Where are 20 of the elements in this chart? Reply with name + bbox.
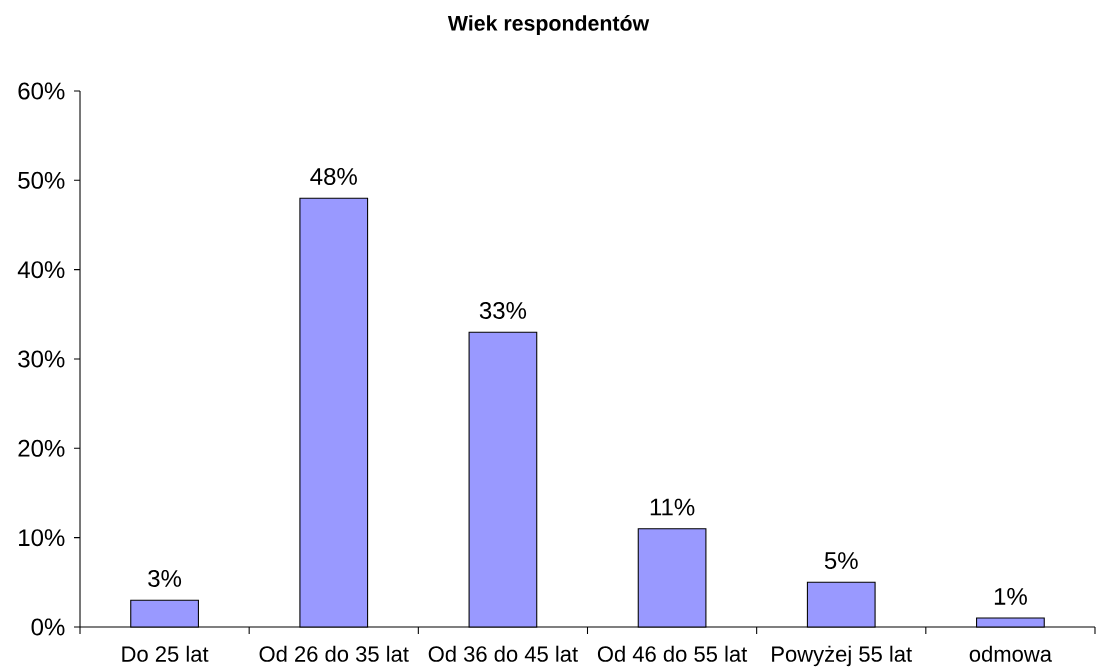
data-label: 3% xyxy=(148,569,182,587)
x-tick-label: Od 36 do 45 lat xyxy=(428,645,578,662)
y-tick-label: 20% xyxy=(18,439,65,457)
x-tick-label: Od 26 do 35 lat xyxy=(259,645,409,662)
y-tick-label: 30% xyxy=(18,350,65,368)
x-tick-label: Do 25 lat xyxy=(122,645,209,662)
data-label: 1% xyxy=(994,587,1027,605)
y-tick-label: 40% xyxy=(17,261,65,279)
y-tick-label: 10% xyxy=(19,529,65,547)
x-tick-label: Od 46 do 55 lat xyxy=(597,645,748,662)
data-label: 5% xyxy=(824,552,858,570)
chart-title: Wiek respondentów xyxy=(447,14,650,36)
data-label: 33% xyxy=(479,301,527,319)
y-tick-label: 50% xyxy=(18,171,65,189)
y-tick-label: 60% xyxy=(18,82,65,100)
x-tick-label: odmowa xyxy=(969,645,1052,662)
x-tick-label: Powyżej 55 lat xyxy=(772,645,912,667)
data-label: 11% xyxy=(650,498,695,516)
data-label: 48% xyxy=(310,167,357,185)
y-tick-label: 0% xyxy=(31,618,65,636)
